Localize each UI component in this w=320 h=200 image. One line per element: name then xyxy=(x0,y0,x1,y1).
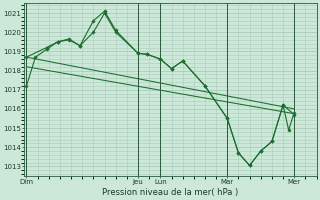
X-axis label: Pression niveau de la mer( hPa ): Pression niveau de la mer( hPa ) xyxy=(102,188,238,197)
